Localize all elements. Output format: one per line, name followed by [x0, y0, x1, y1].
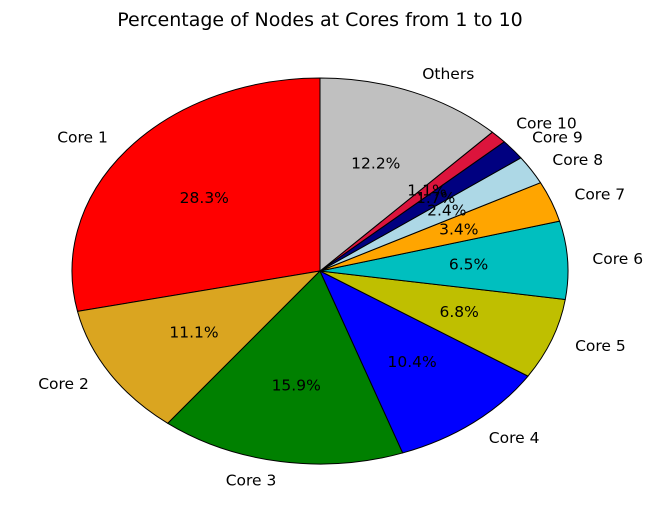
- slice-percent-label: 1.7%: [416, 189, 455, 207]
- slice-label: Core 3: [226, 472, 277, 490]
- slice-label: Others: [422, 65, 474, 83]
- slice-label: Core 10: [516, 115, 577, 133]
- slice-percent-label: 11.1%: [169, 324, 218, 342]
- slice-label: Core 8: [552, 151, 603, 169]
- slice-label: Core 4: [489, 429, 540, 447]
- slice-percent-label: 3.4%: [439, 220, 478, 238]
- pie-slice-core-3: [167, 270, 404, 465]
- slice-label: Core 2: [38, 375, 89, 393]
- slice-percent-label: 2.4%: [427, 201, 466, 219]
- pie-slice-core-2: [77, 270, 321, 424]
- pie-slice-core-1: [71, 77, 321, 312]
- slice-percent-label: 12.2%: [351, 155, 400, 173]
- slice-label: Core 5: [575, 337, 626, 355]
- slice-percent-label: 28.3%: [180, 189, 229, 207]
- slice-percent-label: 1.1%: [407, 182, 446, 200]
- pie-slices: [71, 77, 569, 465]
- slice-percent-label: 6.5%: [449, 255, 488, 273]
- slice-label: Core 1: [57, 129, 108, 147]
- slice-percent-label: 10.4%: [387, 353, 436, 371]
- slice-percent-label: 15.9%: [272, 376, 321, 394]
- pie-labels: Core 1 Core 2 Core 3 Core 4 Core 5 Core 6 Core…: [38, 65, 643, 489]
- slice-label: Core 7: [575, 186, 626, 204]
- slice-label: Core 6: [592, 250, 643, 268]
- slice-percent-label: 6.8%: [440, 303, 479, 321]
- pie-slice-core-4: [319, 270, 529, 454]
- chart-title: Percentage of Nodes at Cores from 1 to 1…: [117, 9, 523, 31]
- pie-slice-core-5: [319, 270, 566, 377]
- pie-percent-labels: 28.3% 11.1% 15.9% 10.4% 6.8% 6.5% 3.4%2.4%1.7%…: [169, 155, 488, 395]
- pie-slice-others: [319, 77, 493, 272]
- slice-label: Core 9: [532, 129, 583, 147]
